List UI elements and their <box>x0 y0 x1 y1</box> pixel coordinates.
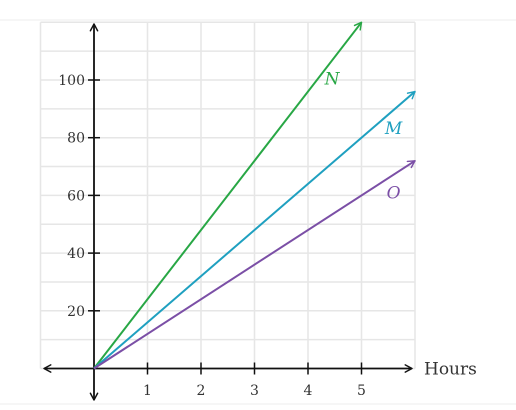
x-tick-label: 1 <box>143 383 152 399</box>
y-tick-label: 80 <box>67 131 85 147</box>
series-line-o <box>93 159 416 370</box>
y-tick-label: 100 <box>58 73 85 89</box>
y-tick-label: 40 <box>67 246 85 262</box>
y-tick-label: 20 <box>67 304 85 320</box>
x-tick-label: 5 <box>357 383 366 399</box>
tick-labels: 1 2 3 4 5 20 40 60 80 100 Hours <box>58 73 477 399</box>
series-label-o: O <box>387 184 401 204</box>
series-line-n <box>93 21 363 370</box>
x-tick-label: 2 <box>197 383 206 399</box>
series-label-n: N <box>324 69 341 89</box>
series-lines <box>93 21 416 370</box>
series-labels: N M O <box>324 69 403 203</box>
x-tick-label: 4 <box>304 383 313 399</box>
x-tick-label: 3 <box>250 383 259 399</box>
y-tick-label: 60 <box>67 188 85 204</box>
series-line-m <box>93 90 416 370</box>
series-label-m: M <box>384 119 403 139</box>
axes <box>43 23 413 401</box>
x-axis-label: Hours <box>424 360 477 380</box>
